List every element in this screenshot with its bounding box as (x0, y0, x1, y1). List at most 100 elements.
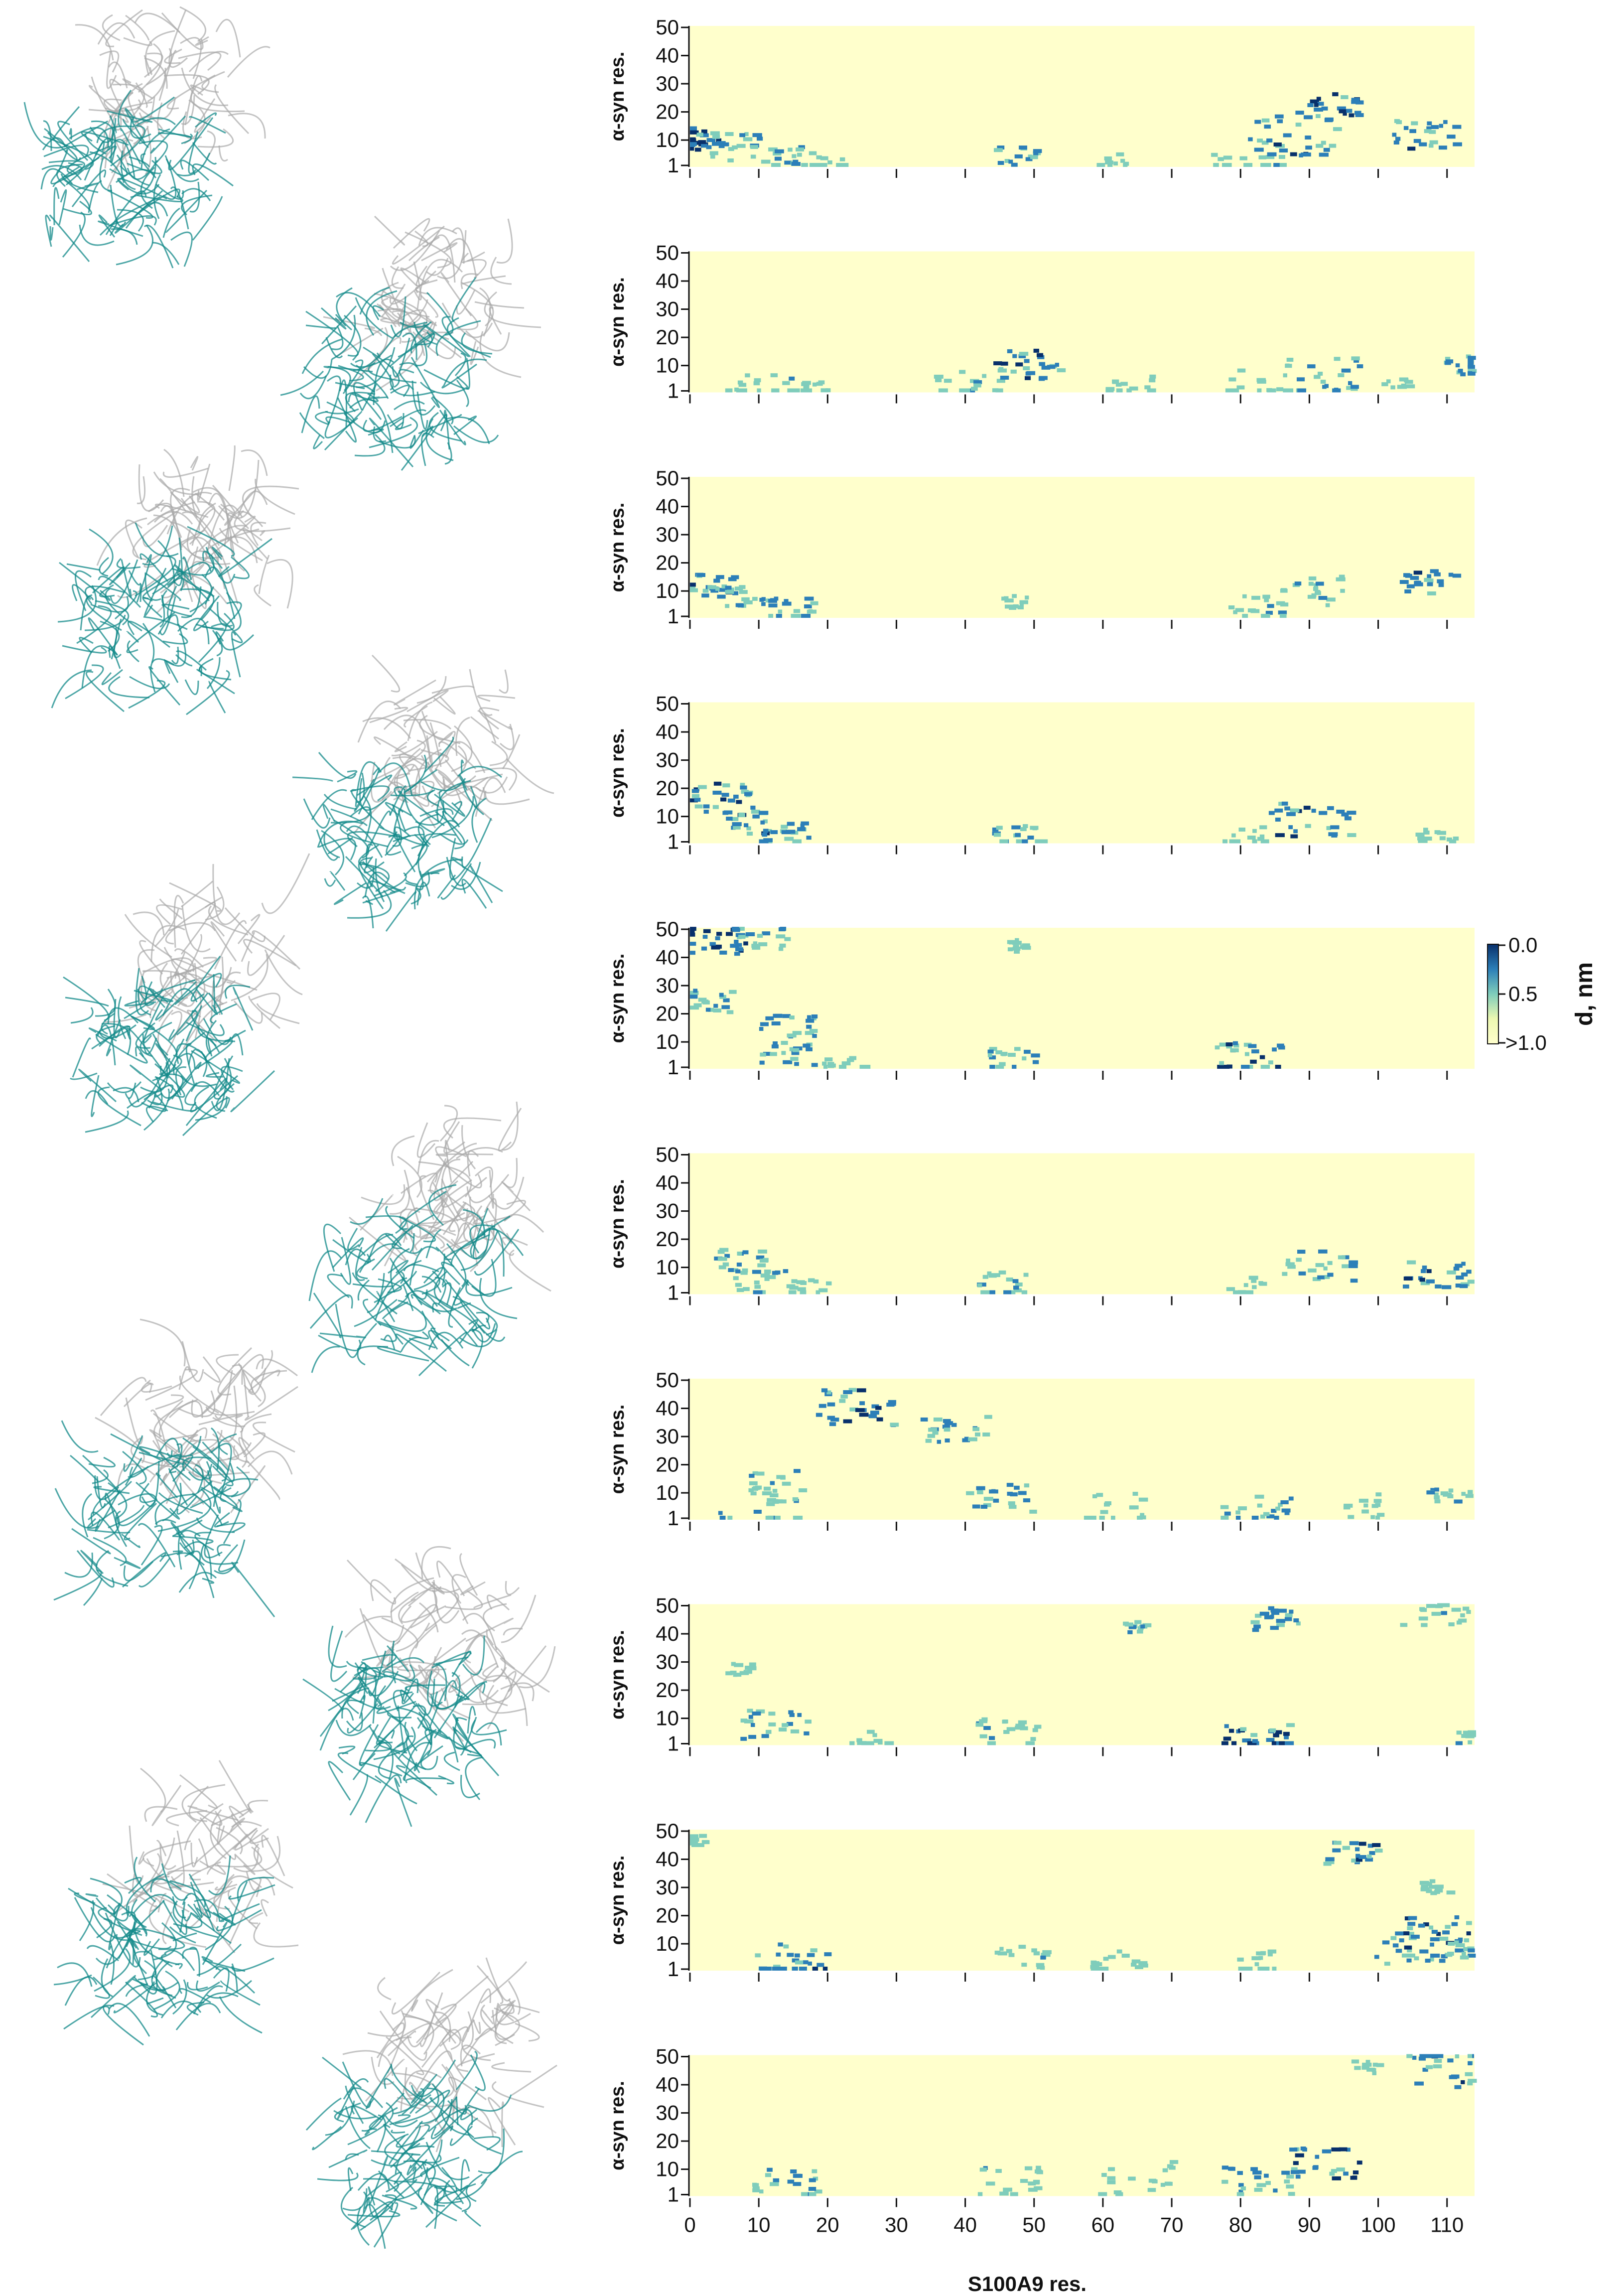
disordered-chain (96, 1476, 106, 1509)
disordered-chain (85, 1893, 99, 1897)
helix-strand (109, 79, 130, 123)
contact-cell (827, 1402, 835, 1407)
helix-strand (191, 476, 198, 518)
helix-strand (444, 759, 486, 801)
contact-cell (1349, 1260, 1358, 1265)
contact-cell (1439, 124, 1443, 128)
helix-strand (401, 1172, 438, 1194)
contact-cell (1025, 2166, 1033, 2170)
contact-cell (739, 590, 748, 594)
contact-cell (719, 995, 726, 999)
disordered-chain (107, 189, 153, 219)
disordered-chain (180, 159, 210, 181)
helix-strand (418, 1161, 472, 1197)
contact-cell (820, 388, 828, 393)
contact-cell (1407, 1926, 1413, 1930)
disordered-chain (433, 1271, 453, 1310)
contact-cell (824, 1952, 832, 1957)
contact-cell (1405, 384, 1415, 389)
contact-cell (1317, 102, 1324, 106)
helix-strand (250, 522, 267, 546)
contact-cell (691, 794, 700, 798)
heatmap-background (690, 1379, 1475, 1520)
y-tick-label: 40 (656, 44, 679, 67)
y-tick-label: 20 (656, 2129, 679, 2152)
helix-strand (106, 51, 117, 89)
disordered-chain (80, 595, 94, 631)
y-tick-label: 30 (656, 297, 679, 321)
contact-cell (761, 159, 771, 164)
helix-strand (443, 1117, 502, 1139)
contact-cell (1332, 2176, 1341, 2180)
contact-cell (942, 1425, 950, 1429)
contact-cell (744, 823, 749, 828)
contact-cell (1257, 139, 1263, 143)
disordered-chain (90, 1511, 121, 1541)
contact-cell (1267, 1949, 1277, 1954)
disordered-chain (420, 778, 466, 791)
contact-cell (702, 1000, 710, 1004)
contact-cell (795, 1953, 800, 1958)
contact-cell (756, 1255, 765, 1260)
disordered-chain (97, 1086, 141, 1127)
helix-strand (457, 308, 479, 330)
helix-strand (387, 2030, 416, 2057)
helix-strand (139, 1318, 186, 1367)
helix-strand (214, 920, 247, 970)
helix-strand (248, 1912, 264, 1924)
x-axis-label: S100A9 res. (968, 2272, 1086, 2296)
contact-cell (781, 1041, 788, 1045)
contact-cell (725, 604, 730, 608)
disordered-chain (361, 863, 390, 892)
contact-cell (1295, 2153, 1304, 2157)
contact-cell (804, 604, 812, 608)
contact-cell (693, 1003, 702, 1007)
contact-cell (793, 609, 801, 613)
helix-strand (390, 1577, 434, 1623)
disordered-chain (64, 1552, 93, 1578)
disordered-chain (461, 818, 492, 868)
helix-strand (184, 546, 199, 583)
contact-cell (1286, 388, 1294, 393)
disordered-chain (462, 783, 484, 816)
contact-cell (1451, 2074, 1460, 2079)
disordered-chain (323, 1223, 342, 1272)
contact-cell (1447, 2058, 1454, 2063)
contact-cell (1165, 2181, 1173, 2186)
helix-strand (155, 1394, 184, 1410)
contact-cell (734, 940, 739, 944)
disordered-chain (183, 1461, 212, 1479)
disordered-chain (115, 196, 161, 224)
disordered-chain (231, 1881, 248, 1922)
disordered-chain (350, 2191, 368, 2231)
contact-cell (1354, 111, 1361, 115)
contact-cell (1006, 1277, 1013, 1282)
contact-cell (1221, 2165, 1228, 2170)
y-tick-label: 30 (656, 523, 679, 546)
y-tick-label: 50 (656, 466, 679, 490)
contact-cell (1441, 1954, 1446, 1959)
contact-cell (719, 1516, 726, 1520)
disordered-chain (196, 1943, 242, 1976)
disordered-chain (367, 1273, 385, 1313)
contact-cell (705, 1007, 711, 1012)
contact-cell (1382, 1940, 1390, 1945)
contact-cell (976, 1486, 985, 1490)
contact-cell (1229, 1728, 1234, 1733)
disordered-chain (184, 1541, 212, 1579)
helix-strand (491, 2000, 516, 2018)
helix-strand (133, 911, 165, 936)
contact-cell (1467, 2081, 1473, 2086)
contact-cell (1270, 1614, 1274, 1619)
contact-cell (1315, 590, 1321, 594)
contact-cell (824, 1057, 833, 1062)
contact-cell (1030, 826, 1039, 830)
contact-cell (787, 1033, 797, 1038)
contact-cell (767, 1275, 776, 1280)
contact-cell (989, 1047, 997, 1051)
contact-cell (1442, 1285, 1452, 1290)
y-tick-label: 40 (656, 946, 679, 969)
contact-cell (1330, 825, 1340, 830)
disordered-chain (368, 362, 417, 384)
helix-strand (218, 1760, 252, 1814)
